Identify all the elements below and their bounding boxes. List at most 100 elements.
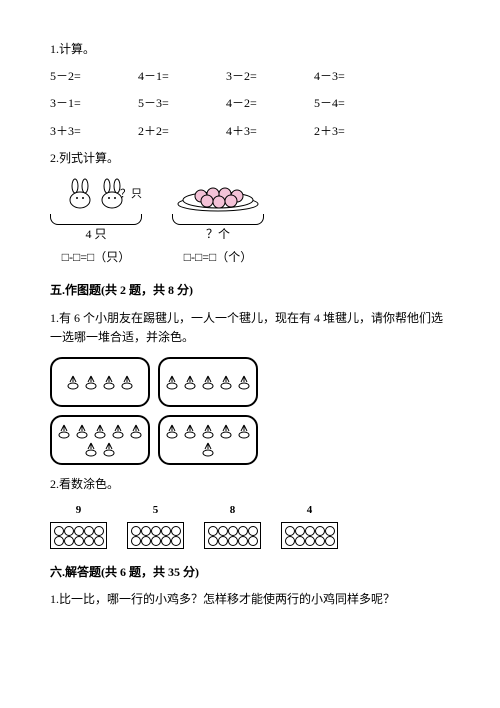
jianzi-grid <box>50 357 450 465</box>
jianzi-icon <box>75 423 89 439</box>
calc-item: 4－3= <box>314 67 374 86</box>
circle <box>94 536 104 546</box>
calc-item: 3＋3= <box>50 122 110 141</box>
circle <box>151 526 161 536</box>
jianzi-icon <box>183 374 197 390</box>
jianzi-icon <box>102 441 116 457</box>
figure-rabbits: ？只 4 只 □-□=□（只） <box>50 178 142 267</box>
circle <box>74 526 84 536</box>
s5-q2: 2.看数涂色。 <box>50 475 450 494</box>
color-block: 9 <box>50 502 107 549</box>
circle <box>161 526 171 536</box>
color-block: 4 <box>281 502 338 549</box>
jianzi-icon <box>219 374 233 390</box>
circle <box>285 526 295 536</box>
circle <box>74 536 84 546</box>
circle <box>141 526 151 536</box>
jianzi-icon <box>84 441 98 457</box>
circle <box>315 526 325 536</box>
calc-item: 2＋3= <box>314 122 374 141</box>
circle <box>248 536 258 546</box>
circle <box>84 526 94 536</box>
circle <box>141 536 151 546</box>
circle <box>228 536 238 546</box>
color-row: 9 5 8 4 <box>50 502 450 549</box>
circle <box>208 536 218 546</box>
circle <box>218 526 228 536</box>
qmark-label: ？只 <box>120 186 142 204</box>
calc-item: 4－1= <box>138 67 198 86</box>
page: 1.计算。 5－2= 4－1= 3－2= 4－3= 3－1= 5－3= 4－2=… <box>0 0 500 637</box>
rabbit-icon <box>66 178 94 210</box>
calc-item: 5－2= <box>50 67 110 86</box>
circle <box>238 536 248 546</box>
circle <box>94 526 104 536</box>
circle <box>238 526 248 536</box>
calc-item: 3－1= <box>50 94 110 113</box>
circle <box>151 536 161 546</box>
calc-item: 3－2= <box>226 67 286 86</box>
q1-title: 1.计算。 <box>50 40 450 59</box>
figure-plate: ？个 □-□=□（个） <box>172 182 264 267</box>
jianzi-pile <box>50 415 150 465</box>
color-box <box>204 522 261 549</box>
circle <box>54 526 64 536</box>
jianzi-icon <box>219 423 233 439</box>
color-box <box>50 522 107 549</box>
calc-item: 4－2= <box>226 94 286 113</box>
section5-title: 五.作图题(共 2 题，共 8 分) <box>50 281 450 300</box>
jianzi-icon <box>111 423 125 439</box>
color-number: 4 <box>307 502 313 520</box>
circle <box>84 536 94 546</box>
circle <box>64 526 74 536</box>
jianzi-icon <box>102 374 116 390</box>
calc-row-1: 5－2= 4－1= 3－2= 4－3= <box>50 67 450 86</box>
color-block: 5 <box>127 502 184 549</box>
circle <box>131 536 141 546</box>
jianzi-icon <box>201 374 215 390</box>
jianzi-icon <box>93 423 107 439</box>
circle <box>171 536 181 546</box>
color-box <box>127 522 184 549</box>
equation: □-□=□（只） <box>62 248 131 267</box>
color-block: 8 <box>204 502 261 549</box>
s5-q1: 1.有 6 个小朋友在踢毽儿，一人一个毽儿，现在有 4 堆毽儿，请你帮他们选一选… <box>50 309 450 347</box>
color-number: 5 <box>153 502 159 520</box>
s6-q1: 1.比一比，哪一行的小鸡多？怎样移才能使两行的小鸡同样多呢？ <box>50 590 450 609</box>
circle <box>64 536 74 546</box>
equation: □-□=□（个） <box>184 248 253 267</box>
circle <box>305 536 315 546</box>
jianzi-icon <box>237 374 251 390</box>
count-label: 4 只 <box>85 225 106 244</box>
section6-title: 六.解答题(共 6 题，共 35 分) <box>50 563 450 582</box>
jianzi-icon <box>201 423 215 439</box>
plate-icon <box>173 182 263 212</box>
jianzi-icon <box>57 423 71 439</box>
jianzi-pile <box>158 357 258 407</box>
circle <box>218 536 228 546</box>
circle <box>325 536 335 546</box>
bracket <box>50 214 142 225</box>
figure-row: ？只 4 只 □-□=□（只） ？个 <box>50 178 450 267</box>
circle <box>315 536 325 546</box>
circle <box>131 526 141 536</box>
calc-item: 2＋2= <box>138 122 198 141</box>
jianzi-pile <box>50 357 150 407</box>
circle <box>228 526 238 536</box>
color-number: 9 <box>76 502 82 520</box>
circle <box>54 536 64 546</box>
count-label: ？个 <box>206 225 230 244</box>
circle <box>295 536 305 546</box>
circle <box>295 526 305 536</box>
calc-row-2: 3－1= 5－3= 4－2= 5－4= <box>50 94 450 113</box>
calc-item: 5－4= <box>314 94 374 113</box>
jianzi-icon <box>165 423 179 439</box>
circle <box>285 536 295 546</box>
circle <box>305 526 315 536</box>
bracket <box>172 214 264 225</box>
jianzi-icon <box>84 374 98 390</box>
q2-title: 2.列式计算。 <box>50 149 450 168</box>
circle <box>208 526 218 536</box>
jianzi-pile <box>158 415 258 465</box>
jianzi-icon <box>165 374 179 390</box>
